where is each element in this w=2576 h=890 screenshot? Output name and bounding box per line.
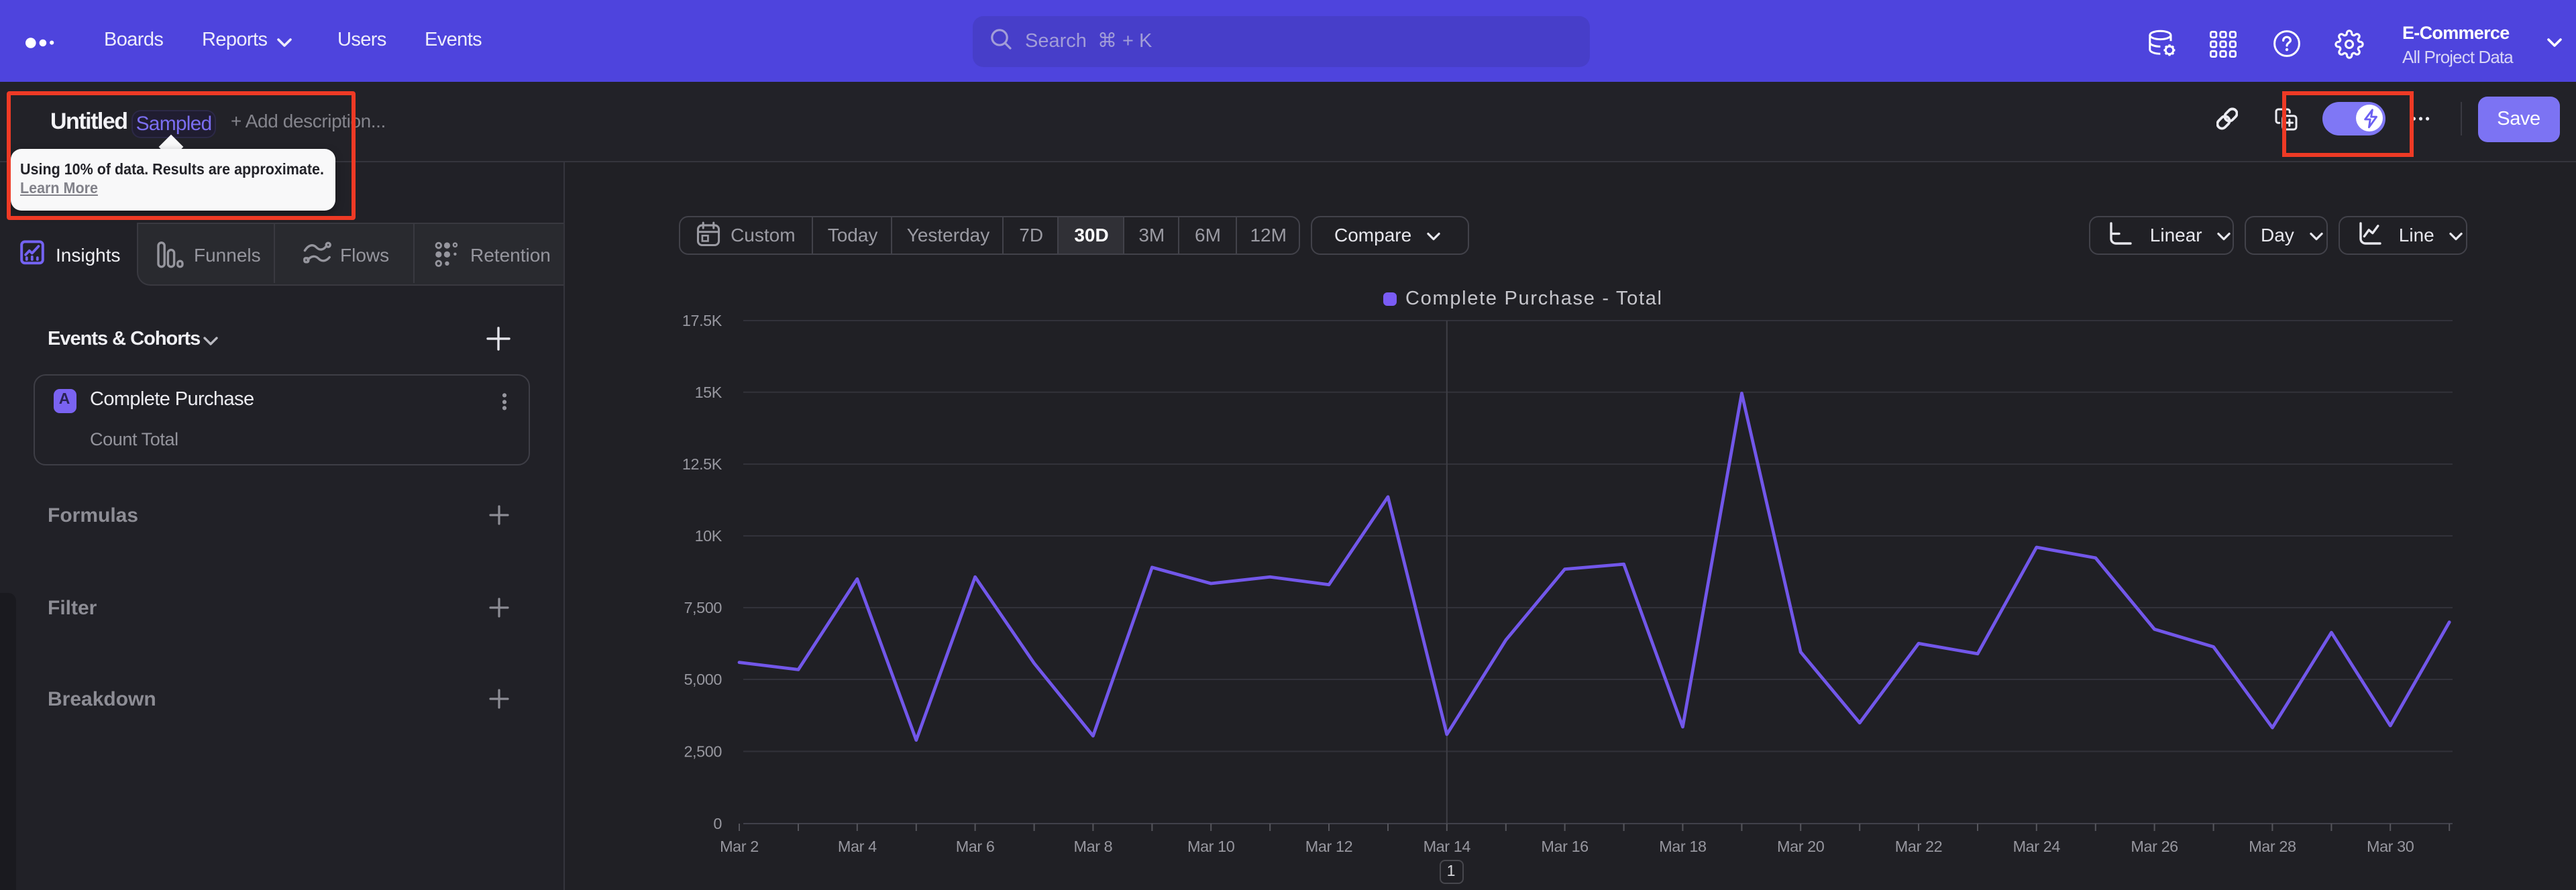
svg-text:Mar 16: Mar 16 xyxy=(1541,838,1588,855)
svg-text:Mar 14: Mar 14 xyxy=(1424,838,1471,855)
svg-text:Mar 6: Mar 6 xyxy=(956,838,995,855)
svg-text:Mar 28: Mar 28 xyxy=(2249,838,2296,855)
svg-text:Mar 8: Mar 8 xyxy=(1074,838,1113,855)
svg-text:Mar 10: Mar 10 xyxy=(1187,838,1235,855)
svg-text:Mar 12: Mar 12 xyxy=(1305,838,1352,855)
svg-text:Mar 4: Mar 4 xyxy=(838,838,877,855)
svg-text:Mar 30: Mar 30 xyxy=(2367,838,2414,855)
svg-text:10K: 10K xyxy=(695,527,722,545)
svg-text:2,500: 2,500 xyxy=(684,742,722,760)
svg-text:15K: 15K xyxy=(695,384,722,401)
svg-text:7,500: 7,500 xyxy=(684,599,722,616)
svg-text:0: 0 xyxy=(713,815,722,832)
svg-text:5,000: 5,000 xyxy=(684,671,722,688)
svg-text:12.5K: 12.5K xyxy=(682,455,722,473)
svg-text:Mar 26: Mar 26 xyxy=(2131,838,2178,855)
svg-text:Mar 22: Mar 22 xyxy=(1895,838,1942,855)
svg-text:Mar 20: Mar 20 xyxy=(1777,838,1825,855)
svg-text:Mar 24: Mar 24 xyxy=(2013,838,2061,855)
svg-text:Mar 2: Mar 2 xyxy=(720,838,759,855)
svg-text:17.5K: 17.5K xyxy=(682,312,722,329)
svg-text:Mar 18: Mar 18 xyxy=(1659,838,1706,855)
